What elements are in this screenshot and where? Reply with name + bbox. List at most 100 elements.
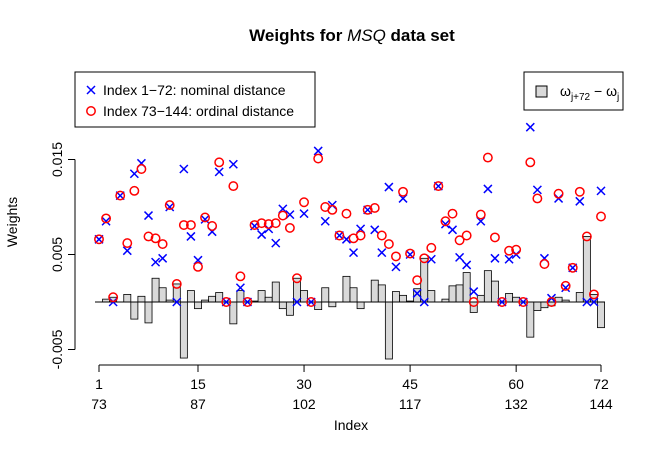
nominal-point (370, 225, 380, 235)
legend-left-o-marker (86, 106, 96, 116)
diff-bar (321, 287, 330, 303)
nominal-point (349, 248, 359, 258)
diff-bar (392, 291, 400, 303)
ordinal-point (270, 218, 281, 229)
diff-bar (526, 301, 535, 338)
nominal-point-stroke (412, 288, 422, 298)
nominal-point-stroke (200, 214, 210, 224)
legend-left-label-nominal: Index 1−72: nominal distance (103, 82, 286, 98)
diff-bar (427, 290, 436, 303)
ordinal-point (454, 235, 465, 246)
ordinal-point (475, 209, 486, 220)
x-tick-label-bottom: 117 (399, 396, 422, 412)
ordinal-point (581, 231, 592, 242)
nominal-point-stroke (532, 185, 542, 195)
ordinal-point (461, 230, 472, 241)
x-tick-label-bottom: 102 (292, 396, 316, 412)
x-tick-label-top: 45 (402, 376, 418, 392)
ordinal-point (277, 210, 288, 221)
ordinal-point (221, 297, 232, 307)
nominal-point (532, 185, 542, 195)
ordinal-point (263, 219, 274, 230)
nominal-point-stroke (370, 225, 380, 235)
nominal-point (377, 248, 387, 258)
diff-bar (469, 301, 478, 313)
nominal-point-stroke (419, 297, 429, 307)
chart-title-italic: MSQ (347, 26, 386, 45)
nominal-point-stroke (299, 209, 309, 219)
nominal-point-stroke (582, 297, 592, 307)
nominal-point-stroke (455, 252, 465, 262)
nominal-point-stroke (561, 283, 571, 293)
nominal-point (419, 297, 429, 307)
nominal-point (200, 214, 210, 224)
x-tick-label-top: 60 (508, 376, 524, 392)
nominal-point-stroke (440, 219, 450, 229)
nominal-point (391, 262, 401, 272)
legend-left-frame (74, 71, 316, 128)
ordinal-point (313, 153, 324, 164)
nominal-point (320, 216, 330, 226)
ordinal-point (200, 212, 211, 223)
diff-bar (597, 301, 605, 329)
nominal-point-stroke (483, 184, 493, 194)
ordinal-point (108, 292, 119, 303)
nominal-point-stroke (228, 159, 238, 169)
diff-bar (455, 284, 464, 303)
ordinal-point (546, 297, 557, 307)
ordinal-point (376, 230, 387, 241)
diff-bar (130, 301, 139, 320)
ordinal-point (327, 204, 338, 215)
nominal-point-stroke (165, 202, 175, 212)
x-tick-label-bottom: 132 (504, 396, 528, 412)
diff-bar (271, 281, 280, 303)
nominal-point-stroke (391, 262, 401, 272)
diff-bar (575, 292, 584, 303)
nominal-point-stroke (292, 297, 302, 307)
legend-right-label: ωj+72 − ωj (560, 83, 619, 103)
nominal-point-stroke (469, 287, 479, 297)
diff-bar (257, 290, 266, 303)
diff-bar (229, 301, 238, 325)
nominal-point (186, 231, 196, 241)
nominal-point-stroke (384, 182, 394, 192)
nominal-point-stroke (426, 254, 436, 264)
chart-title: Weights for MSQ data set (249, 26, 455, 45)
ordinal-point (334, 230, 345, 241)
ordinal-points (94, 152, 606, 307)
diff-bar (533, 301, 542, 311)
nominal-point-stroke (313, 146, 323, 156)
nominal-point (122, 246, 132, 256)
legend-left-label-ordinal: Index 73−144: ordinal distance (103, 103, 294, 119)
ordinal-point (115, 190, 126, 201)
nominal-point-stroke (377, 248, 387, 258)
ordinal-point (185, 220, 196, 231)
ordinal-point (207, 221, 218, 231)
diff-bar (123, 293, 132, 303)
diff-bar (448, 285, 457, 303)
chart-title-suffix: data set (386, 26, 455, 45)
ordinal-point (341, 208, 352, 219)
ordinal-point (249, 220, 260, 231)
nominal-point-stroke (101, 216, 111, 226)
y-tick-label: 0.005 (49, 237, 65, 272)
legend-right-bar-swatch (535, 85, 548, 98)
ordinal-point (419, 253, 430, 264)
diff-bar (278, 301, 287, 310)
nominal-point (235, 283, 245, 293)
x-tick-label-top: 30 (296, 376, 312, 392)
ordinal-point (468, 297, 479, 307)
y-axis: -0.005 0.005 0.015 (49, 142, 76, 369)
nominal-point-stroke (235, 283, 245, 293)
ordinal-point (306, 297, 317, 307)
ordinal-point (164, 200, 175, 211)
ordinal-point (398, 186, 408, 197)
nominal-point-stroke (490, 253, 500, 263)
nominal-point-stroke (349, 248, 359, 258)
nominal-point (490, 253, 500, 263)
nominal-point (151, 257, 161, 267)
nominal-point (462, 260, 472, 270)
ordinal-point (567, 262, 578, 273)
nominal-point (214, 167, 224, 177)
diff-bar (582, 236, 591, 303)
